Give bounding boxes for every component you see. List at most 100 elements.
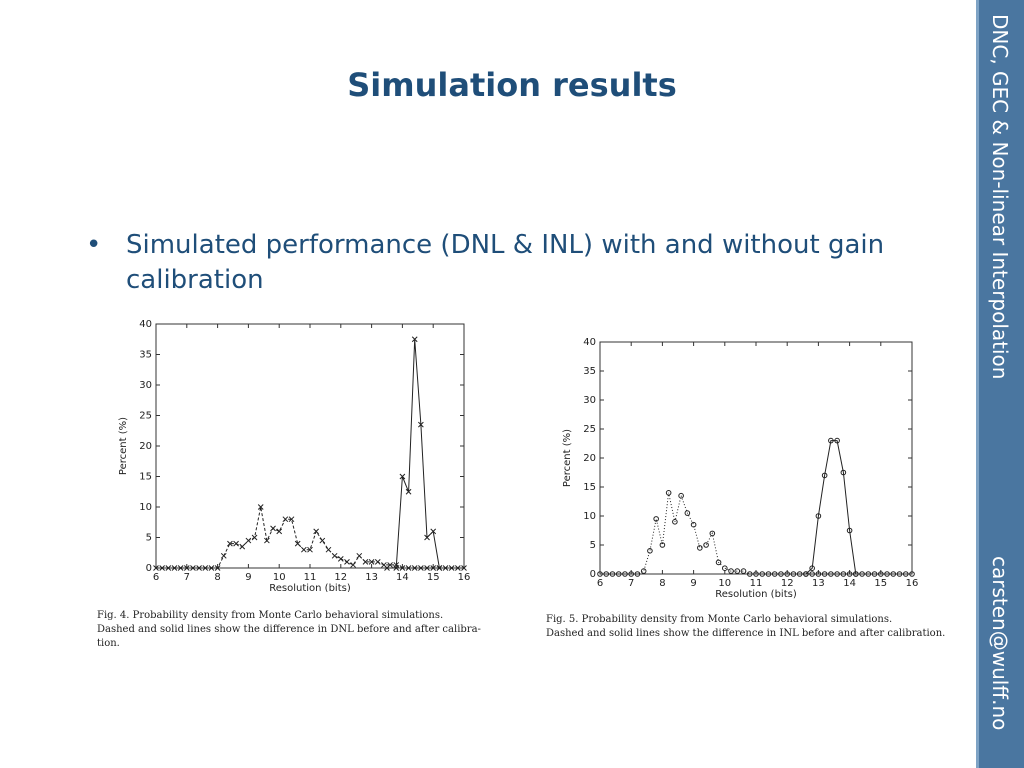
x-tick-label: 15	[427, 572, 440, 583]
x-tick-label: 10	[718, 578, 731, 589]
sidebar-email: carsten@wulff.no	[988, 556, 1012, 731]
data-point-x-marker	[405, 565, 412, 571]
data-point-x-marker	[399, 565, 406, 571]
figure-inl-caption: Fig. 5. Probability density from Monte C…	[546, 613, 945, 641]
x-tick-label: 10	[273, 572, 286, 583]
data-point-x-marker	[430, 565, 437, 571]
x-tick-label: 6	[153, 572, 159, 583]
data-point-x-marker	[239, 543, 246, 550]
caption-line: Fig. 5. Probability density from Monte C…	[546, 614, 893, 625]
inl-chart: 6 7 8 9 10 11 12 13 14 15 16 0 5 10 15 20 25 30 35 40 Resolu…	[562, 337, 919, 600]
figure-dnl-caption: Fig. 4. Probability density from Monte C…	[97, 609, 481, 651]
data-point-o-marker	[678, 492, 684, 499]
data-point-x-marker	[196, 565, 202, 571]
x-tick-label: 7	[184, 572, 190, 583]
dashed-series-line	[156, 506, 464, 569]
data-point-o-marker	[609, 571, 616, 577]
data-point-x-marker	[368, 559, 375, 565]
data-point-o-marker	[828, 571, 834, 577]
data-point-x-marker	[461, 565, 467, 571]
x-tick-label: 13	[365, 572, 378, 583]
figure-inl: 6 7 8 9 10 11 12 13 14 15 16 0 5 10 15 20 25 30 35 40 Resolu…	[540, 330, 960, 604]
x-tick-label: 11	[304, 572, 317, 583]
data-point-o-marker	[634, 571, 641, 577]
plot-frame	[599, 341, 913, 575]
data-point-o-marker	[715, 559, 722, 566]
data-point-x-marker	[264, 537, 270, 544]
y-axis-label: Percent (%)	[118, 417, 129, 475]
slide-title: Simulation results	[347, 66, 677, 104]
data-point-o-marker	[684, 510, 691, 516]
data-point-o-marker	[828, 437, 834, 444]
data-point-o-marker	[759, 571, 766, 577]
data-point-o-marker	[672, 519, 678, 525]
sidebar-title: DNC, GEC & Non-linear Interpolation	[988, 14, 1012, 380]
data-point-o-marker	[722, 565, 728, 571]
data-point-x-marker	[362, 559, 369, 565]
data-point-x-marker	[356, 552, 363, 559]
data-point-x-marker	[418, 421, 424, 428]
data-point-x-marker	[442, 565, 449, 571]
data-point-x-marker	[331, 552, 338, 559]
data-point-x-marker	[430, 528, 437, 535]
y-tick-label: 0	[590, 569, 596, 580]
data-point-o-marker	[809, 571, 815, 577]
data-point-x-marker	[220, 552, 227, 559]
data-point-o-marker	[815, 571, 822, 577]
data-point-o-marker	[902, 571, 909, 577]
y-tick-label: 35	[583, 366, 596, 377]
data-point-x-marker	[337, 555, 344, 562]
data-point-x-marker	[411, 336, 418, 343]
caption-line: Dashed and solid lines show the differen…	[97, 624, 481, 635]
y-tick-label: 20	[139, 441, 152, 452]
data-point-o-marker	[834, 571, 840, 577]
data-point-o-marker	[896, 571, 903, 577]
x-axis-label: Resolution (bits)	[715, 589, 797, 600]
x-tick-label: 16	[906, 578, 919, 589]
data-point-x-marker	[350, 562, 356, 568]
data-point-x-marker	[436, 565, 443, 571]
data-point-x-marker	[307, 546, 313, 553]
data-point-x-marker	[424, 565, 430, 571]
data-point-x-marker	[202, 565, 209, 571]
data-point-o-marker	[859, 571, 865, 577]
data-point-x-marker	[313, 528, 320, 535]
x-tick-label: 8	[659, 578, 665, 589]
data-point-x-marker	[233, 540, 239, 547]
dnl-chart: 6 7 8 9 10 11 12 13 14 15 16 0 5 10 15 20 25 30 35 40 Resolu…	[118, 319, 471, 594]
data-point-o-marker	[909, 571, 915, 577]
data-point-x-marker	[245, 537, 252, 544]
data-point-o-marker	[840, 469, 847, 476]
data-point-o-marker	[878, 571, 884, 577]
y-tick-label: 40	[139, 319, 152, 330]
caption-line: Dashed and solid lines show the differen…	[546, 628, 946, 639]
data-point-o-marker	[821, 571, 828, 577]
x-tick-label: 15	[874, 578, 887, 589]
data-point-o-marker	[778, 571, 784, 577]
data-point-o-marker	[690, 521, 697, 528]
data-point-o-marker	[796, 571, 803, 577]
sidebar-band	[976, 0, 1024, 768]
data-point-o-marker	[628, 571, 634, 577]
data-point-x-marker	[344, 559, 350, 565]
y-tick-label: 15	[139, 472, 152, 483]
x-tick-label: 16	[458, 572, 471, 583]
data-point-x-marker	[208, 565, 215, 571]
x-tick-label: 11	[750, 578, 763, 589]
data-point-x-marker	[411, 565, 418, 571]
caption-line: tion.	[97, 638, 120, 649]
x-tick-label: 12	[334, 572, 347, 583]
data-point-o-marker	[815, 513, 822, 519]
x-tick-label: 13	[812, 578, 825, 589]
data-point-x-marker	[276, 528, 283, 535]
solid-series-line	[805, 440, 857, 575]
data-point-o-marker	[697, 545, 703, 551]
data-point-x-marker	[424, 534, 430, 541]
data-point-o-marker	[790, 571, 797, 577]
y-tick-label: 25	[583, 424, 596, 435]
data-point-x-marker	[454, 565, 461, 571]
data-point-o-marker	[840, 571, 847, 577]
bullet-dot-icon: •	[86, 230, 102, 260]
data-point-o-marker	[659, 542, 666, 548]
bullet-text: Simulated performance (DNL & INL) with a…	[126, 230, 885, 295]
